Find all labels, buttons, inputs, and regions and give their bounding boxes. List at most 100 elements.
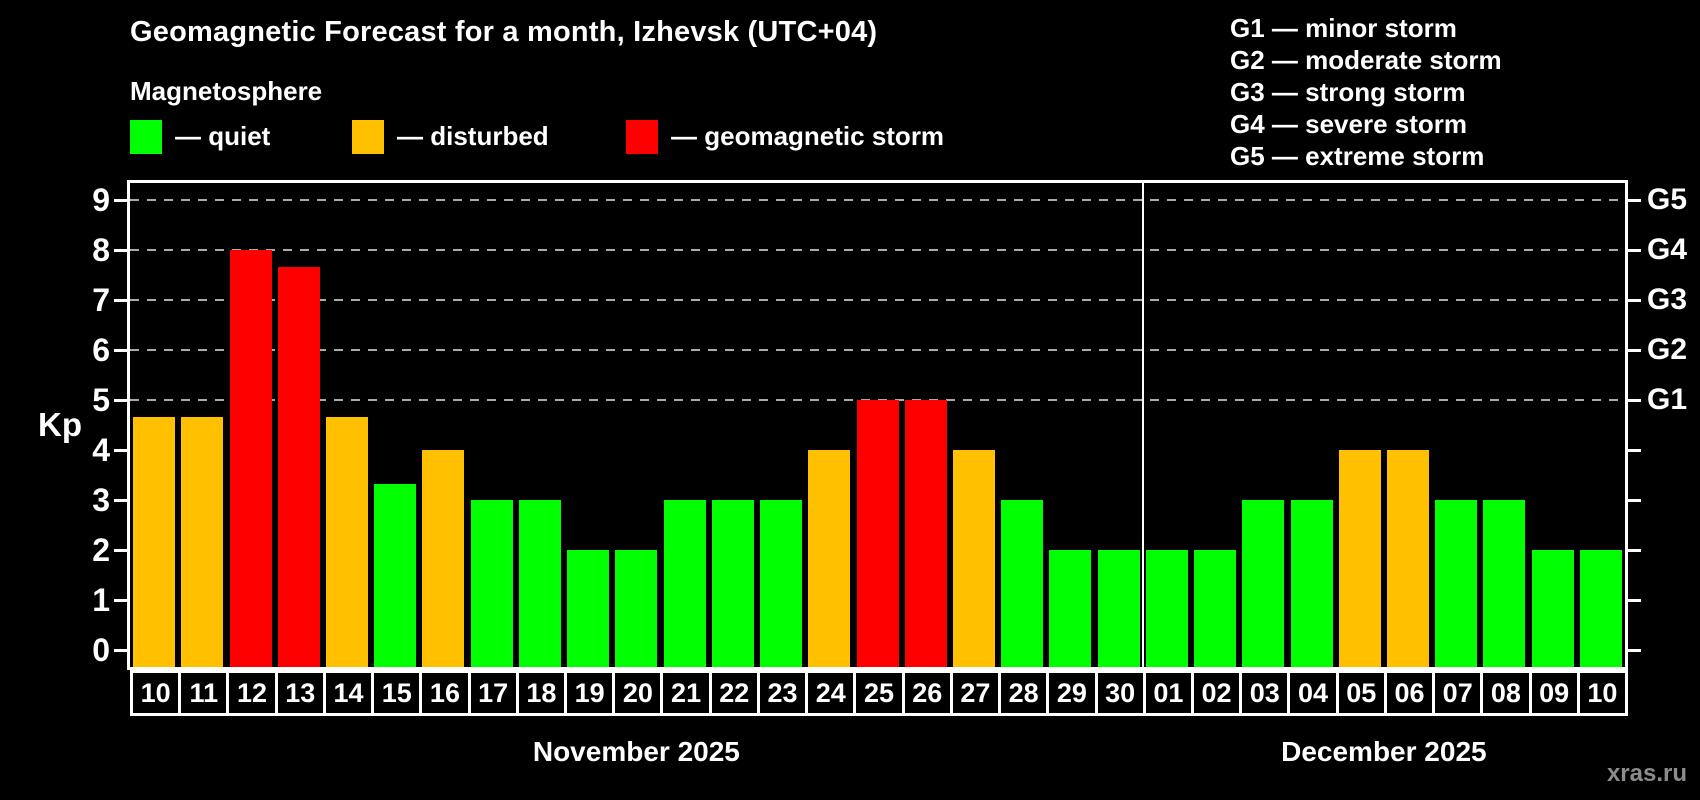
y-tick-right-8	[1625, 248, 1641, 252]
legend-item-quiet: — quiet	[130, 119, 270, 154]
y-tick-right-3	[1625, 498, 1641, 502]
kp-bar-day-29	[1049, 550, 1092, 667]
y-tick-right-2	[1625, 548, 1641, 552]
day-cell-10: 10	[1576, 670, 1628, 716]
day-cell-06: 06	[1383, 670, 1433, 716]
kp-bar-day-30	[1097, 550, 1140, 667]
kp-bar-day-16	[422, 450, 465, 667]
month-separator	[1141, 183, 1145, 667]
legend-label-disturbed: — disturbed	[397, 121, 549, 151]
kp-bar-day-12	[229, 250, 272, 667]
y-tick-label-0: 0	[92, 632, 110, 668]
kp-bar-day-13	[277, 266, 320, 667]
right-axis-label-g3: G3	[1647, 283, 1688, 316]
gridline-kp6	[130, 349, 1625, 351]
quiet-color-swatch	[130, 119, 162, 154]
day-cell-29: 29	[1046, 670, 1095, 716]
y-tick-right-9	[1625, 198, 1641, 202]
day-cell-25: 25	[853, 670, 902, 716]
kp-bar-day-04	[1290, 500, 1333, 667]
y-tick-label-4: 4	[92, 432, 110, 468]
y-tick-left-4	[114, 448, 130, 452]
chart-subtitle: Magnetosphere	[130, 76, 323, 106]
kp-bar-day-18	[518, 500, 561, 667]
kp-bar-day-02	[1194, 550, 1237, 667]
kp-bar-day-27	[952, 450, 995, 667]
kp-bar-day-24	[808, 450, 851, 667]
y-tick-right-7	[1625, 298, 1641, 302]
day-cell-26: 26	[901, 670, 950, 716]
y-tick-right-1	[1625, 598, 1641, 602]
legend-label-quiet: — quiet	[175, 121, 271, 151]
kp-bar-day-09	[1531, 550, 1574, 667]
kp-bar-day-23	[760, 500, 803, 667]
kp-bar-day-22	[711, 500, 754, 667]
day-cell-12: 12	[226, 670, 275, 716]
day-cell-14: 14	[322, 670, 372, 716]
watermark: xras.ru	[1606, 760, 1687, 787]
y-tick-left-9	[114, 198, 130, 202]
kp-bar-day-06	[1386, 450, 1429, 667]
right-axis-label-g1: G1	[1647, 383, 1688, 416]
y-tick-label-9: 9	[92, 182, 110, 218]
y-tick-label-1: 1	[92, 582, 110, 618]
y-tick-label-5: 5	[92, 382, 110, 418]
y-tick-left-1	[114, 598, 130, 602]
day-cell-16: 16	[419, 670, 468, 716]
kp-bar-day-17	[470, 500, 513, 667]
kp-bar-day-26	[904, 400, 947, 667]
day-cell-13: 13	[274, 670, 323, 716]
gridline-kp7	[130, 299, 1625, 301]
day-cell-28: 28	[998, 670, 1047, 716]
kp-bar-day-01	[1145, 550, 1188, 667]
legend-label-storm: — geomagnetic storm	[671, 121, 945, 151]
plot-area	[130, 183, 1625, 667]
day-cell-17: 17	[467, 670, 516, 716]
kp-bar-day-21	[663, 500, 706, 667]
day-cell-30: 30	[1094, 670, 1143, 716]
day-cell-22: 22	[708, 670, 757, 716]
y-tick-label-8: 8	[92, 232, 110, 268]
day-cell-11: 11	[178, 670, 227, 716]
y-tick-label-7: 7	[92, 282, 110, 318]
day-cell-24: 24	[805, 670, 854, 716]
kp-bar-day-05	[1338, 450, 1381, 667]
y-tick-left-8	[114, 248, 130, 252]
kp-bar-day-11	[181, 416, 224, 667]
y-tick-label-6: 6	[92, 332, 110, 368]
y-axis-label: Kp	[38, 406, 82, 443]
page-title: Geomagnetic Forecast for a month, Izhevs…	[130, 16, 878, 48]
day-cell-04: 04	[1287, 670, 1336, 716]
day-cell-20: 20	[612, 670, 661, 716]
kp-bar-day-28	[1001, 500, 1044, 667]
kp-bar-day-19	[567, 550, 610, 667]
storm-scale-g5: G5 — extreme storm	[1230, 141, 1485, 171]
day-cell-05: 05	[1335, 670, 1384, 716]
storm-color-swatch	[626, 119, 658, 154]
day-cell-03: 03	[1239, 670, 1288, 716]
day-cell-23: 23	[756, 670, 806, 716]
day-cell-19: 19	[564, 670, 613, 716]
y-tick-left-5	[114, 398, 130, 402]
y-tick-right-4	[1625, 448, 1641, 452]
y-tick-left-2	[114, 548, 130, 552]
legend-item-disturbed: — disturbed	[352, 119, 549, 154]
right-axis-label-g2: G2	[1647, 333, 1688, 366]
day-cell-09: 09	[1528, 670, 1577, 716]
right-axis-label-g5: G5	[1647, 183, 1688, 216]
day-cell-18: 18	[515, 670, 565, 716]
kp-bar-day-10	[133, 416, 176, 667]
month-label-1: December 2025	[1281, 736, 1487, 767]
gridline-kp9	[130, 199, 1625, 201]
day-cell-01: 01	[1142, 670, 1191, 716]
day-cell-15: 15	[371, 670, 420, 716]
right-axis-label-g4: G4	[1647, 233, 1688, 266]
storm-scale-g4: G4 — severe storm	[1230, 109, 1468, 139]
kp-bar-day-20	[615, 550, 658, 667]
y-tick-left-7	[114, 298, 130, 302]
y-tick-label-2: 2	[92, 532, 110, 568]
y-tick-right-6	[1625, 348, 1641, 352]
y-tick-left-3	[114, 498, 130, 502]
day-cell-07: 07	[1432, 670, 1481, 716]
